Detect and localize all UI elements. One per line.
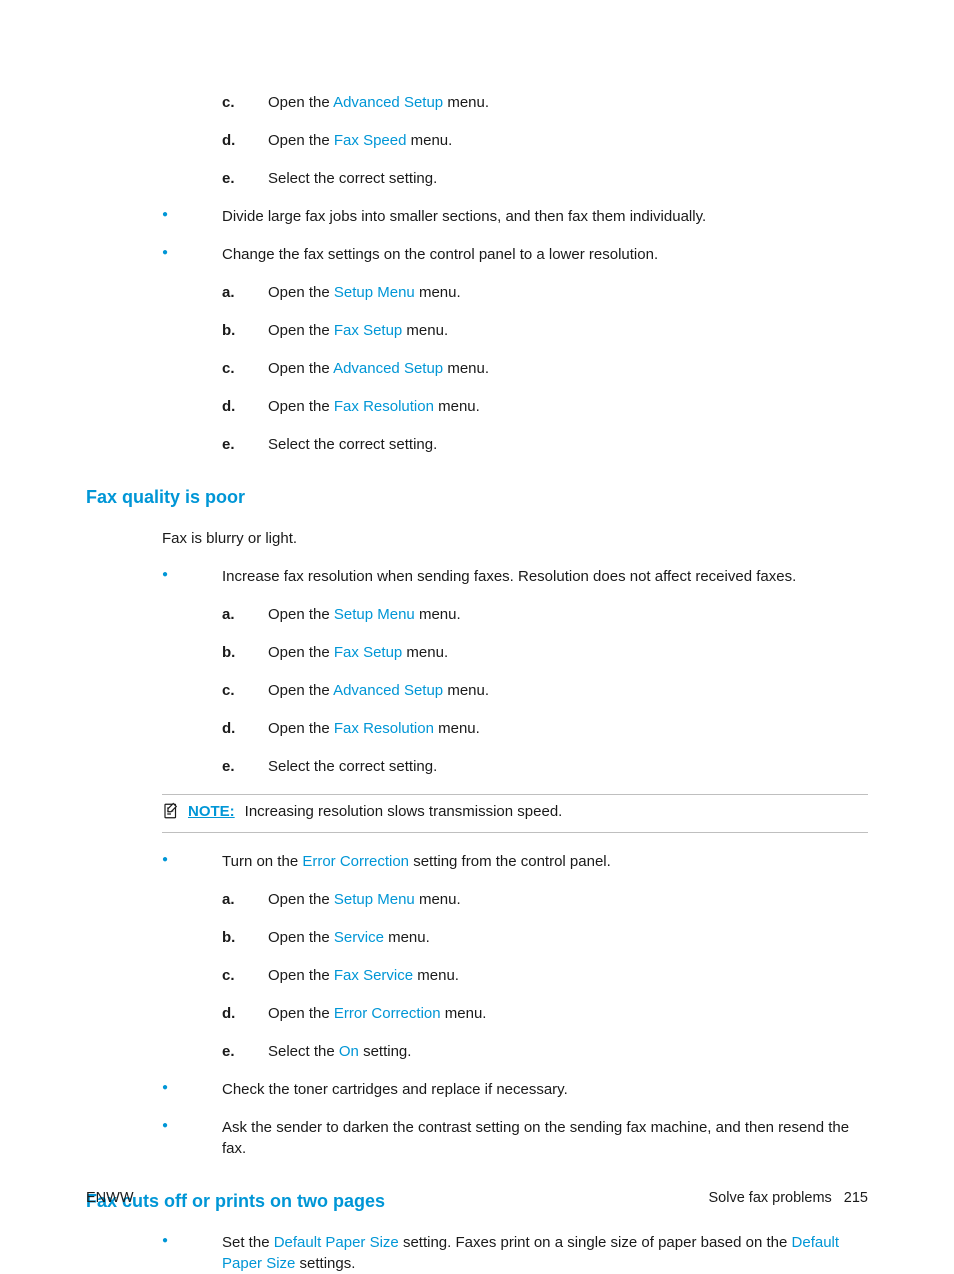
ui-term-fax-resolution: Fax Resolution — [334, 398, 434, 415]
step-c: c.Open the Advanced Setup menu. — [222, 358, 868, 379]
ui-term-setup-menu: Setup Menu — [334, 606, 415, 623]
footer-page-number: 215 — [844, 1190, 868, 1206]
note-text: Increasing resolution slows transmission… — [245, 803, 563, 820]
bullet-check-toner: Check the toner cartridges and replace i… — [162, 1079, 868, 1100]
bullet-increase-resolution: Increase fax resolution when sending fax… — [162, 566, 868, 777]
bullet-text: Check the toner cartridges and replace i… — [222, 1081, 568, 1098]
step-list-error-correction: a.Open the Setup Menu menu. b.Open the S… — [222, 889, 868, 1062]
step-a: a.Open the Setup Menu menu. — [222, 604, 868, 625]
step-text: Open the Advanced Setup menu. — [268, 94, 489, 111]
note-label: NOTE: — [188, 803, 235, 820]
bullet-error-correction: Turn on the Error Correction setting fro… — [162, 851, 868, 1062]
bullet-list-quality-2: Turn on the Error Correction setting fro… — [162, 851, 868, 1159]
document-page: c. Open the Advanced Setup menu. d. Open… — [0, 0, 954, 1270]
step-d: d. Open the Fax Speed menu. — [222, 130, 868, 151]
step-text: Select the correct setting. — [268, 170, 437, 187]
list-marker: e. — [222, 168, 235, 189]
bullet-text: Ask the sender to darken the contrast se… — [222, 1119, 849, 1157]
ui-term-fax-service: Fax Service — [334, 967, 413, 984]
bullet-list-1: Divide large fax jobs into smaller secti… — [162, 206, 868, 455]
step-d: d.Open the Error Correction menu. — [222, 1003, 868, 1024]
step-b: b.Open the Fax Setup menu. — [222, 320, 868, 341]
step-a: a.Open the Setup Menu menu. — [222, 282, 868, 303]
footer-right: Solve fax problems 215 — [708, 1188, 868, 1208]
ui-term-fax-resolution: Fax Resolution — [334, 720, 434, 737]
step-e: e.Select the On setting. — [222, 1041, 868, 1062]
heading-fax-quality-poor: Fax quality is poor — [86, 485, 868, 510]
note-content: NOTE: Increasing resolution slows transmi… — [188, 801, 562, 822]
bullet-divide-jobs: Divide large fax jobs into smaller secti… — [162, 206, 868, 227]
bullet-default-paper-size: Set the Default Paper Size setting. Faxe… — [162, 1232, 868, 1274]
ui-term-setup-menu: Setup Menu — [334, 891, 415, 908]
bullet-list-quality: Increase fax resolution when sending fax… — [162, 566, 868, 777]
step-a: a.Open the Setup Menu menu. — [222, 889, 868, 910]
bullet-text: Set the Default Paper Size setting. Faxe… — [222, 1234, 839, 1272]
step-d: d.Open the Fax Resolution menu. — [222, 396, 868, 417]
list-marker: d. — [222, 130, 235, 151]
note-box: NOTE: Increasing resolution slows transmi… — [162, 794, 868, 833]
step-c: c.Open the Fax Service menu. — [222, 965, 868, 986]
ui-term-default-paper-size: Default Paper Size — [274, 1234, 399, 1251]
ui-term-on: On — [339, 1043, 359, 1060]
ui-term-advanced-setup: Advanced Setup — [333, 360, 443, 377]
step-d: d.Open the Fax Resolution menu. — [222, 718, 868, 739]
step-c: c.Open the Advanced Setup menu. — [222, 680, 868, 701]
ui-term-advanced-setup: Advanced Setup — [333, 94, 443, 111]
bullet-text: Turn on the Error Correction setting fro… — [222, 853, 611, 870]
step-list-resolution: a.Open the Setup Menu menu. b.Open the F… — [222, 282, 868, 455]
bullet-text: Increase fax resolution when sending fax… — [222, 568, 796, 585]
ui-term-fax-setup: Fax Setup — [334, 322, 402, 339]
intro-fax-blurry: Fax is blurry or light. — [162, 528, 868, 549]
ui-term-advanced-setup: Advanced Setup — [333, 682, 443, 699]
step-text: Open the Fax Speed menu. — [268, 132, 452, 149]
step-e: e. Select the correct setting. — [222, 168, 868, 189]
step-b: b.Open the Fax Setup menu. — [222, 642, 868, 663]
page-footer: ENWW Solve fax problems 215 — [86, 1188, 868, 1208]
bullet-text: Change the fax settings on the control p… — [222, 246, 658, 263]
step-e: e.Select the correct setting. — [222, 756, 868, 777]
bullet-lower-resolution: Change the fax settings on the control p… — [162, 244, 868, 455]
step-list-top: c. Open the Advanced Setup menu. d. Open… — [222, 92, 868, 189]
step-list-increase-res: a.Open the Setup Menu menu. b.Open the F… — [222, 604, 868, 777]
bullet-text: Divide large fax jobs into smaller secti… — [222, 208, 706, 225]
ui-term-error-correction: Error Correction — [302, 853, 409, 870]
ui-term-fax-speed: Fax Speed — [334, 132, 407, 149]
list-marker: c. — [222, 92, 235, 113]
note-icon — [162, 802, 180, 826]
ui-term-error-correction: Error Correction — [334, 1005, 441, 1022]
footer-left: ENWW — [86, 1188, 134, 1208]
ui-term-service: Service — [334, 929, 384, 946]
bullet-darken-contrast: Ask the sender to darken the contrast se… — [162, 1117, 868, 1159]
ui-term-fax-setup: Fax Setup — [334, 644, 402, 661]
step-c: c. Open the Advanced Setup menu. — [222, 92, 868, 113]
ui-term-setup-menu: Setup Menu — [334, 284, 415, 301]
bullet-list-cutsoff: Set the Default Paper Size setting. Faxe… — [162, 1232, 868, 1274]
step-e: e.Select the correct setting. — [222, 434, 868, 455]
footer-section-label: Solve fax problems — [708, 1190, 831, 1206]
step-b: b.Open the Service menu. — [222, 927, 868, 948]
